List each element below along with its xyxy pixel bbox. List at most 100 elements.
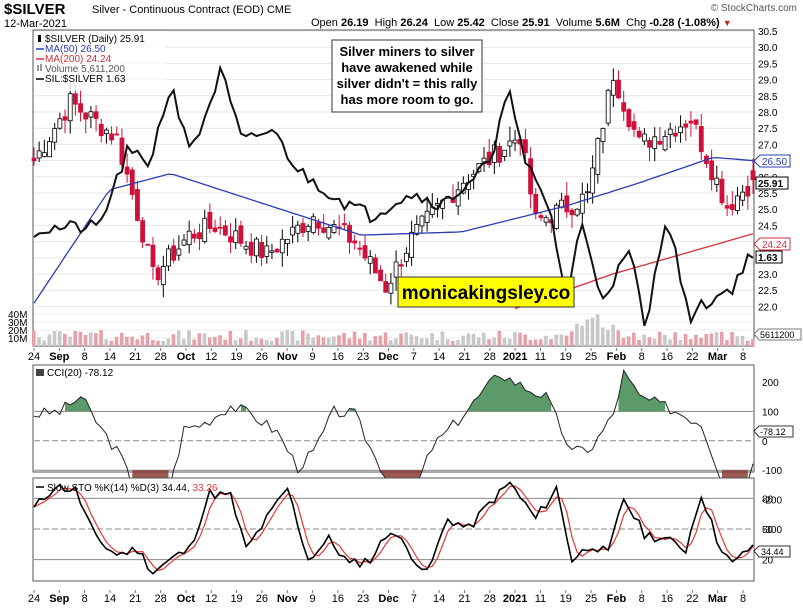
- candle: [595, 138, 601, 175]
- candle: [295, 224, 301, 234]
- x-tick-label: Mar: [708, 351, 728, 363]
- y-tick-label: 50: [762, 525, 774, 536]
- candle: [331, 224, 337, 233]
- legend-item-silver: $SILVER (Daily) 25.91: [38, 34, 145, 45]
- cci-panel: [32, 364, 755, 473]
- x-tick-label: 28: [484, 351, 496, 363]
- candle: [259, 241, 264, 258]
- volume-bar: [182, 338, 186, 346]
- candle: [238, 225, 244, 244]
- badge-text: 34.44: [761, 547, 784, 557]
- volume-bar: [409, 334, 414, 346]
- ma50-line: [33, 156, 754, 304]
- x-tick-label: 19: [560, 593, 572, 605]
- x-tick-label: 7: [411, 351, 417, 363]
- sto-legend-k: Slow STO %K(14) %D(3) 34.44,: [47, 483, 190, 494]
- x-tick-label: 24: [28, 351, 40, 363]
- x-tick-label: 8: [740, 351, 746, 363]
- volume-bar: [223, 339, 227, 346]
- volume-bar: [668, 339, 672, 346]
- ma200-badge: 24.24: [753, 237, 791, 251]
- candle: [585, 191, 590, 194]
- candle: [719, 178, 725, 204]
- candle: [212, 227, 218, 232]
- y-tick-label: 22.5: [758, 286, 778, 297]
- volume-bar: [357, 338, 362, 346]
- volume-bar: [192, 339, 196, 346]
- volume-bar: [83, 334, 88, 346]
- volume-bar: [450, 340, 455, 346]
- volume-bar: [88, 332, 93, 346]
- legend-item-ma200: MA(200) 24.24: [36, 54, 112, 65]
- candle: [41, 152, 47, 157]
- volume-bar: [332, 336, 336, 346]
- volume-bar: [275, 337, 279, 346]
- volume-bar: [37, 337, 41, 346]
- volume-bar: [63, 333, 67, 346]
- candle: [600, 128, 606, 143]
- volume-tick-label: 10M: [8, 334, 27, 345]
- volume-bar: [244, 330, 248, 346]
- volume-bar: [523, 334, 528, 346]
- volume-bar: [538, 339, 543, 346]
- candle: [119, 137, 125, 165]
- volume-bar: [663, 334, 667, 346]
- volume-bar: [264, 340, 269, 346]
- candle: [507, 140, 513, 147]
- badge-text: 26.50: [762, 157, 787, 168]
- volume-bar: [119, 332, 124, 346]
- y-tick-label: -100: [762, 466, 782, 477]
- volume-bar: [42, 340, 46, 346]
- candle: [150, 244, 156, 267]
- candle: [305, 225, 311, 232]
- candle: [264, 245, 270, 257]
- volume-bar: [435, 340, 440, 346]
- y-tick-label: 80: [762, 494, 774, 505]
- volume-bar: [544, 335, 548, 346]
- candle: [326, 226, 332, 239]
- candle: [528, 158, 533, 195]
- x-tick-label: 23: [357, 351, 369, 363]
- candle: [745, 186, 751, 197]
- x-tick-label: 16: [332, 351, 344, 363]
- x-tick-label: 25: [585, 593, 597, 605]
- candle: [709, 160, 715, 181]
- x-tick-label: 16: [661, 351, 673, 363]
- y-tick-label: 29.0: [758, 76, 778, 87]
- x-tick-label: Mar: [708, 593, 728, 605]
- volume-bar: [704, 334, 709, 346]
- volume-bar: [559, 334, 564, 346]
- candle: [554, 204, 559, 229]
- volume-bar: [730, 331, 734, 346]
- volume-bar: [57, 331, 62, 346]
- volume-bar: [513, 332, 517, 346]
- candle: [569, 209, 575, 216]
- candle: [93, 111, 99, 119]
- volume-bar: [399, 333, 403, 346]
- x-tick-label: 26: [256, 351, 268, 363]
- candle: [155, 267, 161, 281]
- volume-bar: [445, 339, 450, 346]
- legend-label: CCI(20) -78.12: [47, 368, 114, 379]
- x-tick-label: 19: [230, 593, 242, 605]
- volume-bar: [171, 334, 176, 346]
- x-tick-label: Feb: [607, 351, 627, 363]
- exchange-text: CME: [266, 4, 292, 16]
- volume-bar: [699, 337, 703, 346]
- volume-bar: [564, 335, 569, 346]
- x-tick-label: 16: [661, 593, 673, 605]
- y-tick-label: 25.5: [758, 189, 778, 200]
- y-tick-label: 28.0: [758, 108, 778, 119]
- x-tick-label: 16: [332, 593, 344, 605]
- candle: [574, 208, 580, 216]
- date-axis-bottom: 24 Sep 8 14 21 28 Oct 12 19 26 Nov 9 16 23 Dec 7 14 21 28 2…: [28, 590, 746, 605]
- volume-bar: [254, 337, 259, 346]
- volume-bar: [176, 330, 181, 346]
- open-value: 26.19: [340, 17, 369, 29]
- candle: [269, 250, 275, 253]
- sto-d-line: [33, 485, 754, 572]
- x-tick-label: 2021: [503, 351, 527, 363]
- candle: [186, 230, 192, 246]
- volume-bar: [125, 336, 129, 346]
